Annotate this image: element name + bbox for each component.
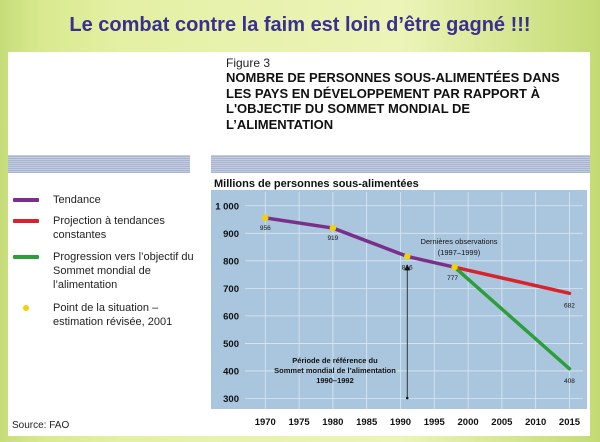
y-tick-label: 300 [223,394,239,405]
data-point-marker [329,224,337,232]
data-point-marker [451,263,458,271]
series-line-2 [452,265,572,296]
figure-title: NOMBRE DE PERSONNES SOUS-ALIMENTÉES DANS… [226,70,560,132]
chart-area: 300 400 500 600 700 800 900 1 000 1970 1975 1980 19… [211,190,587,431]
page-title: Le combat contre la faim est loin d’être… [69,14,531,36]
legend-item-projection: Projection à tendances constantes [13,214,183,242]
legend-label: Tendance [53,194,101,206]
y-tick-label: 500 [223,339,239,350]
legend-label: Point de la situation – estimation révis… [53,302,173,328]
reference-arrow-head [404,264,411,271]
legend-item-progression: Progression vers l’objectif du Sommet mo… [13,250,203,292]
y-tick-label: 800 [223,256,239,267]
data-label: 919 [327,235,338,242]
x-tick-label: 1980 [322,417,343,428]
legend-swatch-progression [13,255,39,259]
annotation-reference: Période de référence du [292,356,378,365]
x-tick-label: 1970 [255,417,276,428]
data-label: 816 [402,264,413,271]
data-label: 956 [260,225,271,232]
x-axis-band [211,409,587,431]
y-tick-label: 600 [223,311,239,322]
annotation-observations: (1997–1999) [438,248,481,257]
x-tick-label: 2000 [458,417,479,428]
legend-item-tendance: Tendance [13,193,203,207]
x-tick-label: 1995 [424,417,446,428]
legend-swatch-point [23,305,29,311]
x-tick-label: 2010 [525,417,546,428]
figure-label: Figure 3 [226,56,271,70]
data-label: 777 [447,275,458,282]
data-point-marker [262,214,269,222]
y-tick-label: 400 [223,366,239,377]
data-label: 408 [564,378,575,385]
data-label: 682 [564,302,575,309]
y-tick-label: 1 000 [215,201,239,212]
decorative-band-right [211,155,590,173]
legend-label: Projection à tendances constantes [53,215,165,241]
line-chart: 300 400 500 600 700 800 900 1 000 1970 1975 1980 19… [211,192,587,431]
decorative-band-left [8,155,190,173]
legend-label: Progression vers l’objectif du Sommet mo… [53,251,194,291]
annotation-observations: Dernières observations [420,237,497,246]
y-tick-label: 900 [223,229,239,240]
y-axis-title: Millions de personnes sous-alimentées [214,178,419,190]
annotation-reference: 1990–1992 [316,376,354,385]
legend-swatch-tendance [13,198,39,202]
x-tick-label: 1985 [356,417,378,428]
data-point-marker [404,253,411,260]
x-tick-label: 1975 [289,417,311,428]
source-note: Source: FAO [12,420,70,431]
series-line-3 [452,265,572,371]
series-line-1 [263,216,457,269]
legend-item-point: Point de la situation – estimation révis… [13,301,203,329]
x-tick-label: 1990 [390,417,411,428]
y-tick-label: 700 [223,284,239,295]
legend-swatch-projection [13,219,39,223]
x-tick-label: 2015 [559,417,581,428]
reference-arrow-tail [405,396,409,400]
annotation-reference: Sommet mondial de l’alimentation [274,366,396,375]
x-tick-label: 2005 [491,417,513,428]
